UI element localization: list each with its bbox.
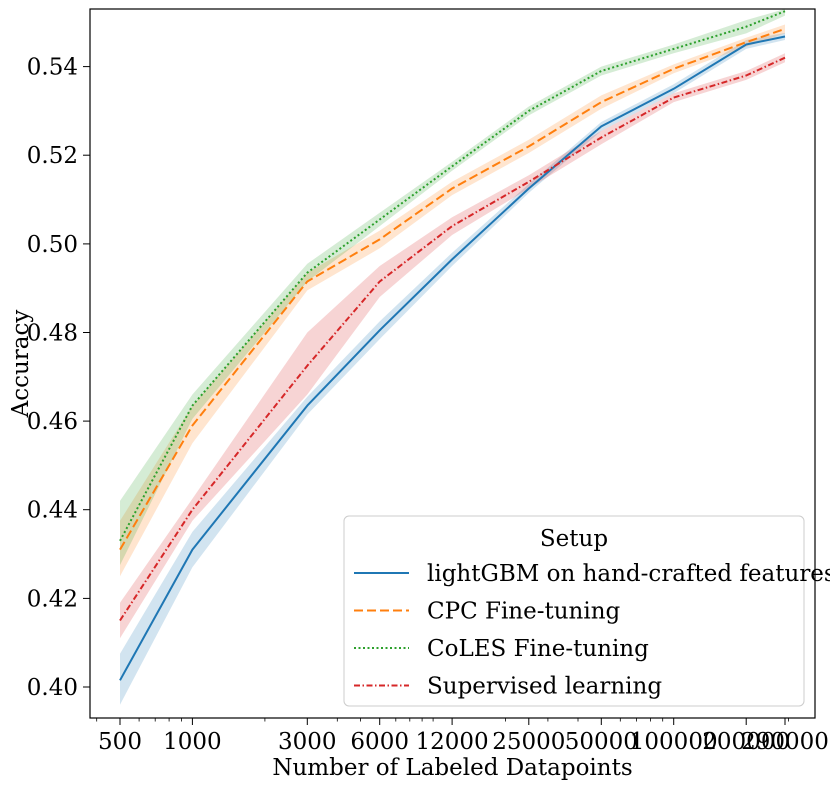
x-tick-label: 100000: [630, 729, 718, 755]
x-tick-label: 500: [98, 729, 142, 755]
y-tick-label: 0.48: [27, 321, 78, 347]
x-tick-label: 12000: [416, 729, 489, 755]
x-axis-ticks: 500 1000 3000 6000 12000 25000 500001000002000…: [96, 718, 829, 755]
y-tick-label: 0.46: [27, 409, 78, 435]
series-lines: [119, 10, 786, 681]
y-tick-label: 0.40: [27, 675, 78, 701]
legend-label-coles-fine-tuning: CoLES Fine-tuning: [427, 636, 649, 662]
series-line-supervised-learning: [119, 56, 786, 622]
x-tick-label: 3000: [278, 729, 337, 755]
y-axis-ticks: 0.40 0.42 0.44 0.46 0.48 0.50 0.52 0.54: [27, 55, 90, 701]
y-tick-label: 0.44: [27, 498, 78, 524]
y-tick-label: 0.54: [27, 55, 78, 81]
y-tick-label: 0.50: [27, 232, 78, 258]
legend-label-cpc-fine-tuning: CPC Fine-tuning: [427, 599, 621, 625]
x-tick-label: 200000: [702, 729, 790, 755]
legend-label-supervised-learning: Supervised learning: [427, 674, 662, 700]
series-line-cpc-fine-tuning: [119, 27, 786, 551]
x-axis-label: Number of Labeled Datapoints: [272, 755, 632, 781]
x-tick-label: 25000: [492, 729, 565, 755]
y-tick-label: 0.42: [27, 586, 78, 612]
y-tick-label: 0.52: [27, 143, 78, 169]
x-tick-label: 6000: [350, 729, 409, 755]
legend-box: [343, 515, 805, 707]
series-line-lightgbm-on-hand-crafted-features: [119, 35, 786, 681]
x-tick-label: 290000: [741, 729, 829, 755]
x-tick-label: 1000: [163, 729, 222, 755]
legend-title: Setup: [540, 526, 608, 552]
y-axis-label: Accuracy: [8, 310, 34, 419]
legend-label-lightgbm-on-hand-crafted-features: lightGBM on hand-crafted features: [427, 561, 830, 587]
legend-items: lightGBM on hand-crafted features CPC Fin…: [354, 561, 830, 700]
legend: Setup lightGBM on hand-crafted features C…: [343, 515, 830, 707]
x-tick-label: 50000: [565, 729, 638, 755]
